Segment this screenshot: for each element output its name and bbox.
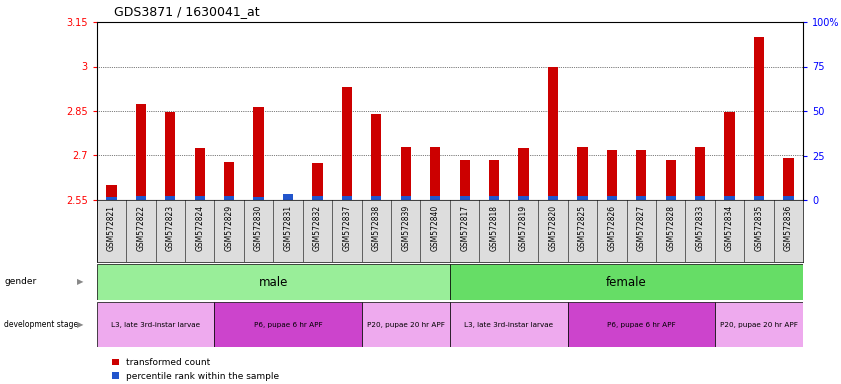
Bar — [371, 114, 382, 200]
Text: GSM572836: GSM572836 — [784, 205, 793, 251]
Text: GSM572830: GSM572830 — [254, 205, 263, 251]
Bar — [783, 159, 794, 200]
Text: GSM572829: GSM572829 — [225, 205, 234, 251]
Text: GSM572817: GSM572817 — [460, 205, 469, 251]
Bar — [135, 104, 146, 200]
Bar — [715, 302, 803, 347]
Text: P20, pupae 20 hr APF: P20, pupae 20 hr APF — [367, 321, 445, 328]
Bar — [97, 302, 214, 347]
Text: GSM572825: GSM572825 — [578, 205, 587, 251]
Bar — [489, 160, 500, 200]
Text: GSM572831: GSM572831 — [283, 205, 293, 251]
Text: GSM572833: GSM572833 — [696, 205, 705, 251]
Bar — [253, 197, 264, 200]
Text: GSM572840: GSM572840 — [431, 205, 440, 251]
Text: P6, pupae 6 hr APF: P6, pupae 6 hr APF — [254, 321, 322, 328]
Text: P20, pupae 20 hr APF: P20, pupae 20 hr APF — [720, 321, 798, 328]
Bar — [450, 264, 803, 300]
Text: GSM572834: GSM572834 — [725, 205, 734, 251]
Bar — [518, 148, 529, 200]
Bar — [165, 112, 176, 200]
Bar — [518, 197, 529, 200]
Bar — [371, 197, 382, 200]
Text: GSM572821: GSM572821 — [107, 205, 116, 251]
Bar — [283, 194, 294, 200]
Bar — [459, 160, 470, 200]
Legend: transformed count, percentile rank within the sample: transformed count, percentile rank withi… — [108, 354, 283, 384]
Bar — [430, 197, 441, 200]
Text: L3, late 3rd-instar larvae: L3, late 3rd-instar larvae — [464, 321, 553, 328]
Text: GSM572832: GSM572832 — [313, 205, 322, 251]
Bar — [695, 197, 706, 200]
Bar — [400, 147, 411, 200]
Bar — [312, 197, 323, 200]
Bar — [665, 160, 676, 200]
Bar — [724, 113, 735, 200]
Bar — [547, 67, 558, 200]
Bar — [214, 302, 362, 347]
Text: male: male — [259, 275, 288, 288]
Bar — [430, 147, 441, 200]
Bar — [754, 197, 764, 200]
Bar — [400, 197, 411, 200]
Text: ▶: ▶ — [77, 320, 83, 329]
Text: ▶: ▶ — [77, 278, 83, 286]
Text: GSM572835: GSM572835 — [754, 205, 764, 251]
Bar — [341, 197, 352, 200]
Text: GSM572824: GSM572824 — [195, 205, 204, 251]
Bar — [577, 197, 588, 200]
Bar — [783, 197, 794, 200]
Bar — [341, 87, 352, 200]
Bar — [362, 302, 450, 347]
Text: GSM572822: GSM572822 — [136, 205, 145, 251]
Bar — [606, 197, 617, 200]
Text: GSM572828: GSM572828 — [666, 205, 675, 251]
Text: GSM572839: GSM572839 — [401, 205, 410, 251]
Bar — [97, 264, 450, 300]
Bar — [106, 185, 117, 200]
Text: P6, pupae 6 hr APF: P6, pupae 6 hr APF — [607, 321, 675, 328]
Bar — [754, 37, 764, 200]
Text: GSM572826: GSM572826 — [607, 205, 616, 251]
Bar — [450, 302, 568, 347]
Text: development stage: development stage — [4, 320, 78, 329]
Text: GSM572823: GSM572823 — [166, 205, 175, 251]
Text: GSM572819: GSM572819 — [519, 205, 528, 251]
Bar — [194, 197, 205, 200]
Bar — [577, 147, 588, 200]
Text: GSM572820: GSM572820 — [548, 205, 558, 251]
Text: GSM572837: GSM572837 — [342, 205, 352, 251]
Bar — [606, 149, 617, 200]
Bar — [489, 197, 500, 200]
Bar — [636, 149, 647, 200]
Bar — [459, 197, 470, 200]
Bar — [106, 197, 117, 200]
Text: GDS3871 / 1630041_at: GDS3871 / 1630041_at — [114, 5, 259, 18]
Bar — [253, 106, 264, 200]
Bar — [312, 163, 323, 200]
Bar — [568, 302, 715, 347]
Text: GSM572818: GSM572818 — [489, 205, 499, 251]
Text: gender: gender — [4, 278, 36, 286]
Bar — [224, 162, 235, 200]
Bar — [135, 197, 146, 200]
Text: GSM572827: GSM572827 — [637, 205, 646, 251]
Bar — [165, 197, 176, 200]
Bar — [194, 148, 205, 200]
Bar — [665, 197, 676, 200]
Bar — [547, 197, 558, 200]
Bar — [283, 195, 294, 200]
Text: female: female — [606, 275, 647, 288]
Bar — [695, 147, 706, 200]
Bar — [636, 197, 647, 200]
Text: GSM572838: GSM572838 — [372, 205, 381, 251]
Text: L3, late 3rd-instar larvae: L3, late 3rd-instar larvae — [111, 321, 200, 328]
Bar — [724, 197, 735, 200]
Bar — [224, 197, 235, 200]
